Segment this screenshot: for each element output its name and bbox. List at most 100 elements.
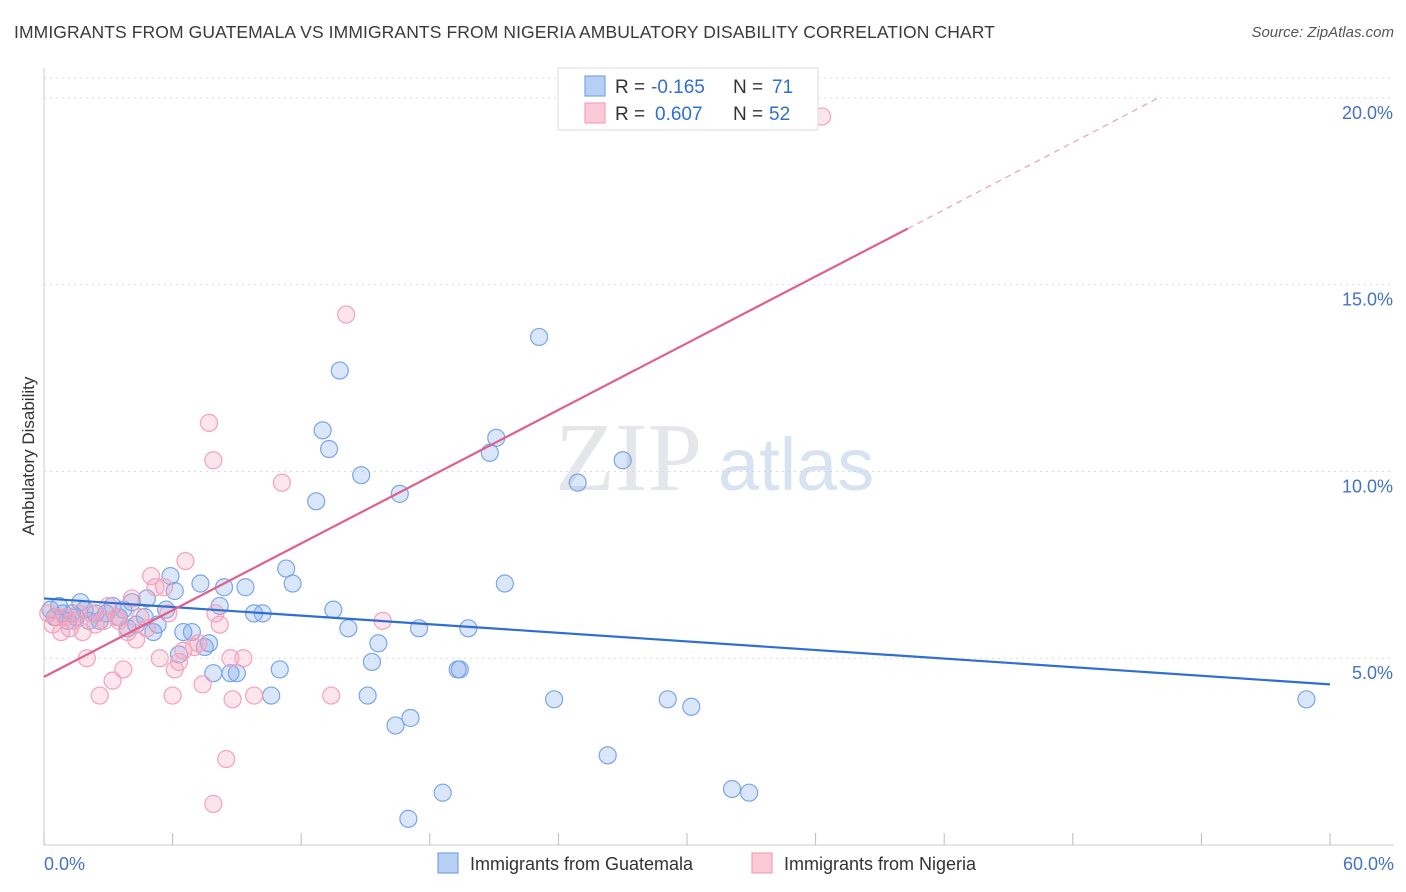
nigeria-point-42 [221, 649, 240, 668]
guatemala-point-49 [339, 619, 358, 638]
nigeria-point-26 [150, 649, 169, 668]
y-tick-label-15: 15.0% [1342, 290, 1393, 310]
guatemala-trend-line [43, 597, 1331, 686]
legend: R = -0.165 N = 71 R = 0.607 N = 52 [557, 67, 819, 131]
guatemala-point-66 [530, 327, 549, 347]
watermark-zip: ZIP [555, 404, 702, 512]
chart-title: IMMIGRANTS FROM GUATEMALA VS IMMIGRANTS … [14, 22, 995, 42]
guatemala-point-35 [221, 664, 240, 683]
legend-r-value-2: 0.607 [655, 104, 703, 125]
watermark: ZIP atlas [555, 404, 874, 512]
guatemala-point-43 [283, 574, 302, 593]
nigeria-point-33 [176, 551, 195, 571]
legend-r-value-1: -0.165 [651, 77, 705, 98]
guatemala-point-52 [362, 652, 382, 672]
guatemala-point-53 [369, 634, 388, 653]
nigeria-point-7 [69, 604, 88, 623]
nigeria-point-50 [204, 794, 223, 814]
guatemala-point-64 [487, 428, 506, 447]
guatemala-point-51 [358, 686, 377, 705]
guatemala-point-47 [324, 600, 343, 619]
guatemala-point-75 [1297, 690, 1316, 709]
y-tick-label-5: 5.0% [1352, 663, 1393, 683]
guatemala-point-54 [386, 716, 405, 735]
guatemala-point-29 [191, 574, 210, 593]
guatemala-point-61 [450, 660, 469, 679]
nigeria-point-40 [210, 615, 229, 634]
guatemala-point-56 [399, 809, 418, 828]
guatemala-point-70 [613, 451, 632, 470]
series-nigeria [39, 107, 832, 814]
y-tick-label-10: 10.0% [1342, 476, 1393, 496]
nigeria-point-18 [114, 660, 133, 679]
x-tick-label-max: 60.0% [1343, 854, 1394, 874]
nigeria-trend-line [43, 227, 909, 678]
guatemala-point-68 [568, 473, 587, 492]
bottom-legend: Immigrants from Guatemala Immigrants fro… [437, 852, 977, 874]
guatemala-point-46 [319, 439, 339, 459]
guatemala-point-73 [722, 779, 742, 799]
guatemala-point-59 [433, 783, 452, 802]
legend-r-label-1: R = [615, 77, 645, 98]
nigeria-point-32 [174, 641, 193, 660]
watermark-atlas: atlas [718, 423, 874, 506]
nigeria-point-27 [154, 578, 174, 597]
legend-n-value-2: 52 [769, 104, 790, 125]
nigeria-point-12 [90, 686, 109, 705]
guatemala-point-50 [352, 466, 371, 485]
bottom-legend-swatch-nigeria [751, 852, 773, 874]
legend-swatch-guatemala [584, 75, 606, 97]
nigeria-point-31 [169, 652, 189, 672]
guatemala-point-69 [598, 746, 617, 765]
legend-r-label-2: R = [615, 104, 645, 125]
guatemala-point-42 [277, 559, 296, 578]
nigeria-point-44 [234, 649, 253, 668]
nigeria-point-29 [163, 686, 182, 705]
guatemala-point-44 [307, 492, 326, 511]
guatemala-point-74 [740, 783, 759, 802]
nigeria-point-48 [337, 305, 356, 324]
bottom-legend-label-nigeria: Immigrants from Nigeria [784, 854, 977, 874]
nigeria-point-15 [103, 671, 122, 690]
trend-lines [43, 97, 1331, 686]
guatemala-point-67 [545, 690, 564, 709]
nigeria-point-21 [127, 630, 146, 649]
guatemala-point-40 [262, 686, 281, 705]
nigeria-point-20 [122, 589, 141, 608]
legend-n-label-2: N = [733, 104, 763, 125]
guatemala-point-31 [199, 634, 219, 653]
legend-n-label-1: N = [733, 77, 763, 98]
guatemala-point-48 [330, 361, 349, 380]
nigeria-point-37 [199, 413, 219, 432]
nigeria-point-45 [244, 686, 264, 705]
guatemala-point-28 [182, 622, 201, 642]
nigeria-point-43 [223, 690, 242, 709]
guatemala-point-57 [401, 708, 420, 728]
nigeria-point-41 [217, 749, 236, 769]
source-label: Source: ZipAtlas.com [1251, 24, 1394, 41]
y-tick-label-20: 20.0% [1342, 103, 1393, 123]
guatemala-point-36 [227, 664, 246, 683]
bottom-legend-label-guatemala: Immigrants from Guatemala [470, 854, 694, 874]
nigeria-point-36 [193, 675, 212, 694]
legend-swatch-nigeria [584, 102, 606, 124]
legend-n-value-1: 71 [772, 77, 793, 98]
guatemala-point-37 [236, 578, 255, 597]
x-tick-label-min: 0.0% [44, 854, 85, 874]
nigeria-point-24 [142, 566, 161, 586]
nigeria-point-46 [272, 473, 292, 492]
guatemala-point-45 [313, 421, 332, 440]
guatemala-point-41 [270, 660, 289, 679]
bottom-legend-swatch-guatemala [437, 852, 459, 874]
nigeria-point-38 [204, 451, 223, 470]
guatemala-point-65 [495, 574, 514, 593]
nigeria-point-35 [189, 634, 208, 653]
guatemala-point-24 [161, 566, 180, 586]
guatemala-point-25 [165, 581, 184, 601]
nigeria-trend-extension [907, 97, 1159, 230]
guatemala-point-55 [390, 484, 409, 503]
y-tick-labels: 5.0% 10.0% 15.0% 20.0% [1342, 103, 1393, 683]
x-axis-ticks [43, 833, 1331, 845]
nigeria-point-47 [322, 686, 341, 705]
